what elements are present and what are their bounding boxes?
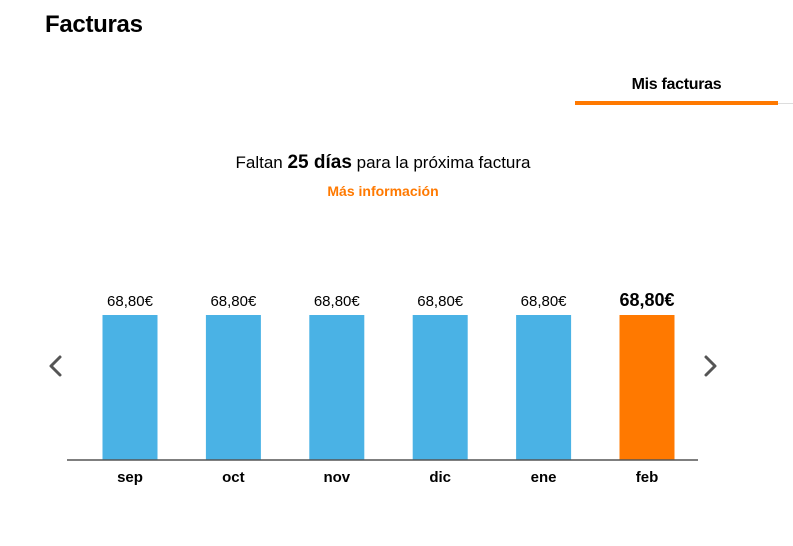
bar-feb[interactable] — [619, 315, 675, 460]
next-bill-suffix: para la próxima factura — [356, 153, 531, 172]
previous-months-button[interactable] — [44, 352, 68, 380]
bar-value-label: 68,80€ — [314, 293, 361, 310]
more-info-container: Más información — [0, 183, 766, 199]
bar-value-label: 68,80€ — [107, 293, 154, 310]
bar-value-label: 68,80€ — [210, 293, 257, 310]
bar-nov[interactable] — [309, 315, 365, 460]
month-label-oct: oct — [222, 469, 245, 486]
bar-value-label: 68,80€ — [417, 293, 464, 310]
more-info-link[interactable]: Más información — [327, 183, 439, 199]
month-label-sep: sep — [117, 469, 143, 486]
tab-mis-facturas-label: Mis facturas — [631, 76, 722, 93]
bar-value-label: 68,80€ — [619, 290, 674, 310]
next-bill-notice: Faltan 25 días para la próxima factura — [0, 152, 766, 174]
page-title: Facturas — [45, 11, 143, 38]
bar-sep[interactable] — [102, 315, 158, 460]
bar-ene[interactable] — [516, 315, 572, 460]
active-tab-indicator — [575, 101, 778, 105]
bar-value-label: 68,80€ — [521, 293, 568, 310]
tab-mis-facturas[interactable]: Mis facturas — [575, 70, 778, 106]
bar-dic[interactable] — [412, 315, 468, 460]
chevron-left-icon — [49, 355, 62, 377]
next-bill-prefix: Faltan — [235, 153, 283, 172]
month-label-dic: dic — [429, 469, 451, 486]
month-label-feb: feb — [636, 469, 659, 486]
month-label-ene: ene — [531, 469, 557, 486]
next-bill-days: 25 días — [287, 152, 352, 173]
month-label-nov: nov — [323, 469, 350, 486]
bar-oct[interactable] — [205, 315, 261, 460]
chevron-right-icon — [704, 355, 717, 377]
next-months-button[interactable] — [698, 352, 722, 380]
